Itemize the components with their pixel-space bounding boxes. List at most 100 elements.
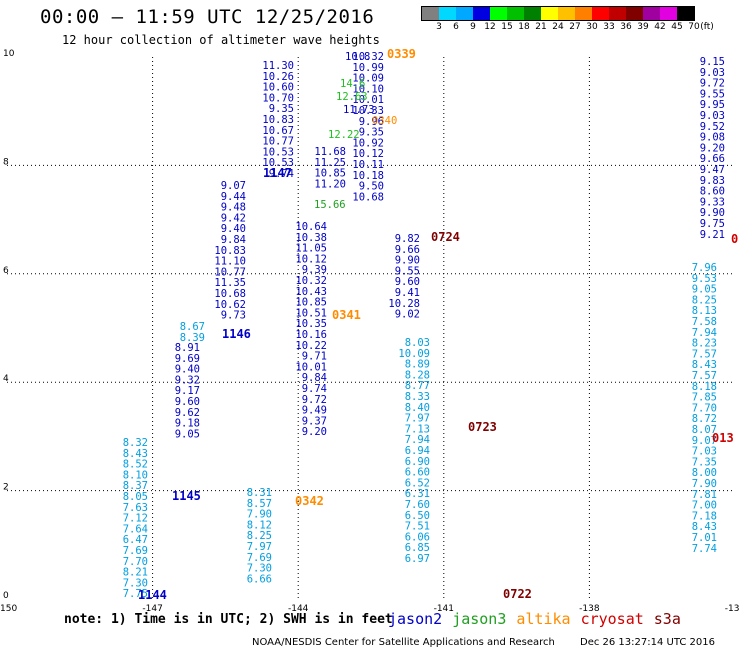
legend-entry-jason3: jason3 [452,610,507,628]
map-title: 00:00 — 11:59 UTC 12/25/2016 [40,6,375,28]
wave-height-value: 9.71 [302,351,327,363]
color-scale-label: 21 [535,22,547,32]
wave-height-value: 7.97 [247,541,272,553]
wave-height-value: 8.52 [123,459,148,471]
wave-height-value: 6.97 [405,553,430,565]
wave-height-value: 12.63 [336,91,368,103]
color-swatch [592,7,609,20]
x-tick-label: -138 [579,604,600,614]
wave-height-value: 9.02 [395,309,420,321]
wave-height-value: 7.18 [692,510,717,522]
wave-height-value: 6.66 [247,573,272,585]
wave-height-value: 6.60 [405,467,430,479]
color-scale-swatches [421,6,695,21]
color-swatch [422,7,439,20]
track-time-label: 0722 [503,587,532,601]
wave-height-value: 9.74 [269,168,294,180]
wave-height-value: 8.43 [692,359,717,371]
wave-height-value: 11.68 [314,146,346,158]
color-scale-label: 27 [569,22,581,32]
wave-height-value: 8.67 [180,321,205,333]
wave-height-value: 7.70 [123,556,148,568]
satellite-legend: jason2 jason3 altika cryosat s3a [388,610,691,628]
wave-height-value: 9.18 [175,418,200,430]
y-tick-label: 4 [3,374,9,384]
wave-height-value: 11.30 [262,60,294,72]
wave-height-value: 10.10 [352,83,384,95]
wave-height-value: 8.03 [405,337,430,349]
wave-height-value: 8.12 [247,519,272,531]
wave-height-value: 8.60 [700,186,725,198]
wave-height-value: 7.90 [692,478,717,490]
wave-height-value: 9.73 [221,310,246,322]
color-scale-label: 42 [654,22,666,32]
wave-height-value: 8.05 [123,491,148,503]
wave-height-value: 7.69 [123,545,148,557]
wave-height-value: 7.94 [405,434,430,446]
wave-height-value: 10.60 [262,82,294,94]
color-scale-labels: 3 6 9 12 15 18 21 24 27 30 33 36 39 42 45 70 (ft) [421,21,714,33]
wave-height-value: 7.96 [692,262,717,274]
wave-height-value: 7.74 [692,543,717,555]
x-tick-label: -141 [434,604,454,614]
wave-height-value: 11.10 [214,256,246,268]
wave-height-value: 9.55 [395,265,420,277]
wave-height-value: 8.28 [405,369,430,381]
wave-height-value: 7.97 [405,413,430,425]
wave-height-value: 6.50 [405,510,430,522]
color-swatch [660,7,677,20]
wave-height-value: 10.67 [262,125,294,137]
color-scale-label: 15 [501,22,513,32]
color-scale-label: 9 [470,22,476,32]
x-tick-label: -147 [142,604,162,614]
wave-height-value: 7.58 [692,316,717,328]
wave-height-value: 8.13 [692,305,717,317]
wave-height-value: 9.90 [395,255,420,267]
y-tick-label: 0 [3,591,9,601]
wave-height-value: 10.38 [295,232,327,244]
wave-height-value: 8.10 [123,469,148,481]
x-tick-label: -150 [0,604,17,614]
wave-height-value: 7.51 [405,521,430,533]
wave-height-value: 9.05 [175,428,200,440]
wave-height-value: 9.17 [175,385,200,397]
wave-height-value: 14.6 [340,78,365,90]
wave-height-value: 10.8 [345,51,370,63]
wave-height-value: 6.47 [123,534,148,546]
wave-height-value: 9.48 [221,202,246,214]
color-scale-label: 18 [518,22,530,32]
wave-height-value: 8.31 [247,487,272,499]
wave-height-value: 8.25 [692,294,717,306]
color-scale-label: 33 [603,22,615,32]
track-time-label: 013 [712,431,734,445]
color-swatch [507,7,524,20]
color-swatch [558,7,575,20]
wave-height-value: 10.51 [295,307,327,319]
wave-height-value: 10.83 [262,114,294,126]
wave-height-value: 7.00 [692,500,717,512]
track-time-label: 0723 [468,420,497,434]
wave-height-value: 10.85 [314,168,346,180]
wave-height-value: 11.05 [295,243,327,255]
wave-height-value: 7.60 [405,499,430,511]
x-tick-label: -144 [288,604,309,614]
wave-height-value: 9.21 [700,229,725,241]
wave-height-value: 6.06 [405,531,430,543]
wave-height-value: 9.53 [692,273,717,285]
color-swatch [643,7,660,20]
wave-height-value: 10.77 [214,266,246,278]
wave-height-value: 9.60 [175,396,200,408]
wave-height-value: 7.75 [123,588,148,600]
wave-height-value: 7.30 [247,563,272,575]
wave-height-value: 9.44 [221,191,246,203]
wave-height-value: 9.07 [221,180,246,192]
generated-timestamp: Dec 26 13:27:14 UTC 2016 [580,637,715,648]
wave-height-value: 9.32 [175,374,200,386]
color-swatch [456,7,473,20]
wave-height-value: 8.72 [692,413,717,425]
wave-height-value: 7.30 [123,577,148,589]
wave-height-value: 9.55 [700,88,725,100]
wave-height-value: 7.64 [123,523,148,535]
track-time-label: 1147 [263,166,292,180]
